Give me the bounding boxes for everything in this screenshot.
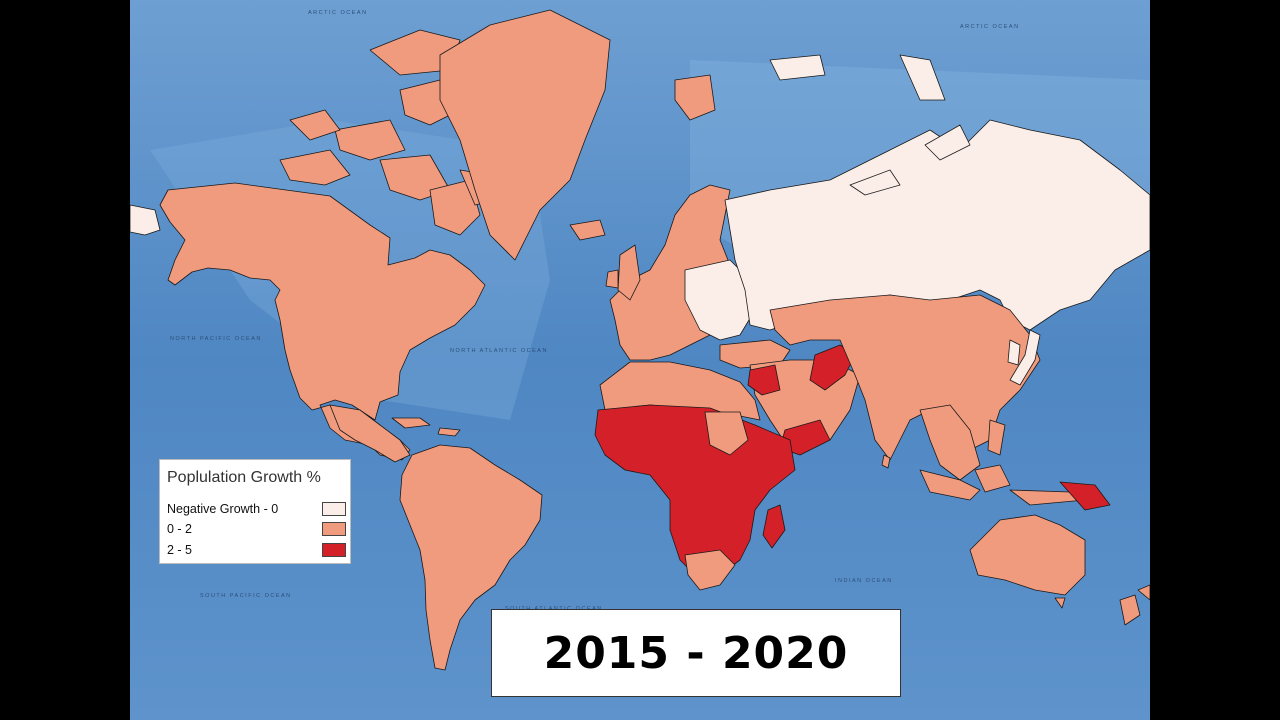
ocean-label-north-pacific: NORTH PACIFIC OCEAN [170, 336, 262, 342]
right-letterbox [1150, 0, 1280, 720]
ocean-label-arctic-2: ARCTIC OCEAN [960, 24, 1020, 30]
afghanistan [809, 344, 856, 391]
period-label: 2015 - 2020 [543, 627, 849, 679]
iraq [747, 364, 781, 396]
greenland [439, 9, 611, 261]
legend-item-high: 2 - 5 [167, 542, 346, 558]
ocean-label-indian: INDIAN OCEAN [835, 578, 893, 584]
legend-label: Negative Growth - 0 [167, 502, 279, 516]
legend-title: Poplulation Growth % [167, 469, 321, 486]
legend-swatch-low [322, 522, 346, 536]
legend-item-low: 0 - 2 [167, 521, 346, 537]
ocean-label-north-atlantic: NORTH ATLANTIC OCEAN [450, 348, 548, 354]
ocean-label-arctic-1: ARCTIC OCEAN [308, 10, 368, 16]
legend-swatch-high [322, 543, 346, 557]
south-america [399, 444, 543, 671]
period-box: 2015 - 2020 [491, 609, 901, 697]
australia [969, 514, 1086, 596]
ocean-label-south-pacific: SOUTH PACIFIC OCEAN [200, 593, 292, 599]
map-canvas: ARCTIC OCEAN ARCTIC OCEAN NORTH PACIFIC … [130, 0, 1150, 720]
legend-swatch-negative [322, 502, 346, 516]
left-letterbox [0, 0, 130, 720]
world-map: ARCTIC OCEAN ARCTIC OCEAN NORTH PACIFIC … [130, 0, 1150, 720]
legend: Poplulation Growth % Negative Growth - 0… [159, 459, 351, 564]
legend-label: 0 - 2 [167, 522, 193, 536]
legend-item-negative: Negative Growth - 0 [167, 501, 346, 517]
papua-new-guinea [1059, 481, 1111, 511]
madagascar [762, 504, 786, 549]
legend-label: 2 - 5 [167, 543, 193, 557]
